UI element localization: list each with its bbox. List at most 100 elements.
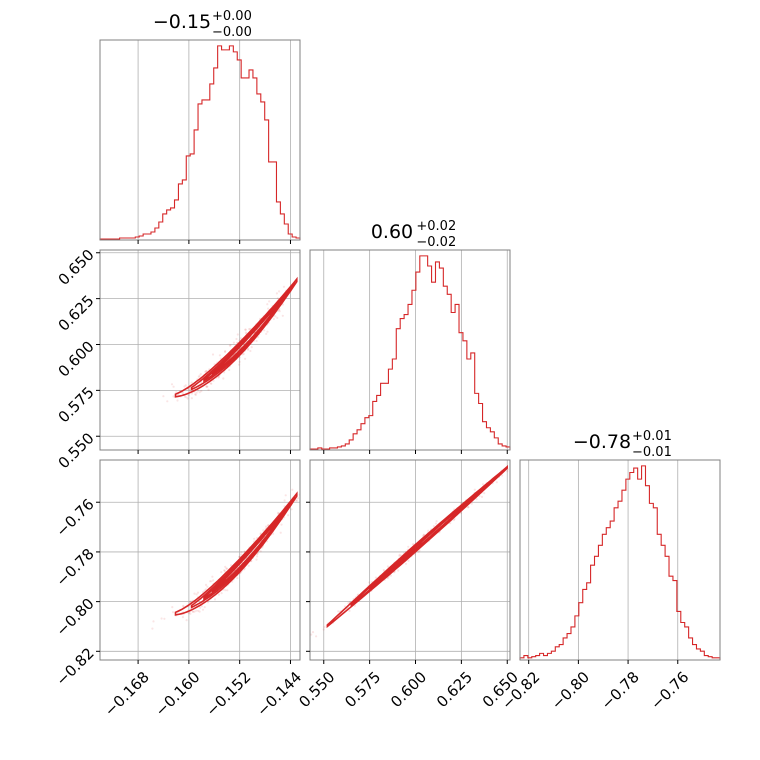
histogram-bin	[392, 359, 396, 450]
histogram-bin	[634, 468, 638, 660]
scatter-point	[166, 400, 169, 403]
scatter-point	[176, 399, 179, 402]
scatter-point	[206, 601, 210, 604]
scatter-point	[495, 481, 498, 484]
scatter-point	[274, 315, 277, 318]
scatter-point	[205, 385, 208, 388]
title-minus-error: −0.01	[632, 445, 672, 460]
title-plus-error: +0.02	[416, 219, 456, 234]
histogram-bin	[602, 534, 606, 660]
histogram-bin	[237, 60, 241, 240]
scatter-point	[322, 628, 325, 631]
scatter-point	[368, 581, 371, 584]
title-value: −0.15	[153, 11, 211, 33]
scatter-point	[185, 619, 188, 622]
histogram-bin	[249, 70, 253, 240]
scatter-point	[240, 551, 243, 554]
scatter-point	[183, 385, 186, 388]
scatter-point	[417, 550, 420, 553]
histogram-bin	[490, 432, 494, 450]
histogram-bin	[369, 416, 373, 450]
histogram-bin	[563, 638, 567, 660]
scatter-point	[315, 635, 318, 638]
scatter-point	[207, 388, 210, 391]
scatter-point	[210, 382, 213, 385]
histogram-bin	[471, 353, 475, 450]
histogram-bin	[685, 627, 689, 660]
scatter-point	[151, 627, 154, 630]
histogram-bin	[653, 508, 657, 660]
scatter-point	[290, 508, 293, 511]
scatter-point	[217, 375, 220, 378]
scatter-point	[189, 600, 192, 603]
y-tick-label: 0.550	[55, 429, 98, 472]
histogram-bin	[424, 256, 428, 450]
scatter-point	[266, 524, 270, 527]
histogram-bin	[567, 634, 571, 660]
scatter-point	[213, 598, 217, 601]
scatter-point	[172, 395, 175, 398]
scatter-point	[272, 317, 275, 321]
histogram-bin	[583, 589, 587, 660]
histogram-bin	[416, 272, 420, 450]
histogram-bin	[524, 656, 528, 660]
histogram-bin	[163, 214, 167, 240]
scatter-point	[242, 352, 245, 355]
histogram-bin	[225, 50, 229, 240]
histogram-bin	[559, 645, 563, 660]
scatter-point	[422, 533, 425, 536]
scatter-point	[266, 303, 269, 306]
scatter-point	[192, 610, 195, 614]
scatter-point	[200, 605, 203, 608]
contour-group	[174, 491, 298, 616]
scatter-point	[217, 376, 220, 379]
x-tick-label: −0.76	[647, 668, 692, 713]
scatter-point	[199, 606, 202, 609]
scatter-point	[224, 350, 227, 353]
scatter-point	[197, 609, 200, 612]
scatter-point	[382, 568, 385, 572]
scatter-point	[481, 483, 485, 486]
panel-title-2: −0.78	[573, 431, 631, 453]
histogram-bin	[579, 603, 583, 660]
scatter-point	[244, 328, 247, 331]
histogram-bin	[498, 444, 502, 450]
scatter-point	[223, 371, 226, 374]
scatter-point	[294, 499, 298, 502]
scatter-point	[197, 375, 200, 378]
axes-frame	[99, 249, 301, 451]
scatter-point	[238, 555, 241, 558]
scatter-point	[265, 525, 268, 528]
scatter-point	[247, 347, 250, 350]
y-tick-label: −0.82	[52, 644, 97, 689]
x-tick-label: 0.625	[433, 668, 476, 711]
scatter-point	[389, 574, 392, 577]
scatter-point	[250, 346, 253, 349]
histogram-bin	[689, 638, 693, 660]
histogram-bin	[439, 268, 443, 450]
scatter-point	[188, 389, 191, 392]
scatter-point	[272, 532, 275, 535]
scatter-point	[162, 395, 165, 398]
scatter-point	[310, 633, 313, 636]
scatter-point	[171, 611, 175, 614]
scatter-point	[205, 369, 208, 373]
scatter-point	[196, 591, 200, 594]
scatter-point	[278, 310, 281, 313]
histogram-bin	[451, 313, 455, 451]
histogram-bin	[610, 521, 614, 660]
scatter-point	[186, 397, 189, 400]
scatter-point	[194, 393, 197, 396]
scatter-point	[199, 373, 202, 376]
histogram-bin	[704, 656, 708, 660]
histogram-bin	[167, 210, 171, 240]
histogram-bin	[540, 653, 544, 660]
scatter-point	[224, 565, 227, 568]
histogram-bin	[261, 102, 265, 240]
scatter-point	[185, 396, 188, 399]
scatter-point	[223, 569, 226, 572]
histogram-bin	[412, 290, 416, 450]
scatter-point	[218, 354, 221, 357]
scatter-point	[204, 588, 207, 591]
